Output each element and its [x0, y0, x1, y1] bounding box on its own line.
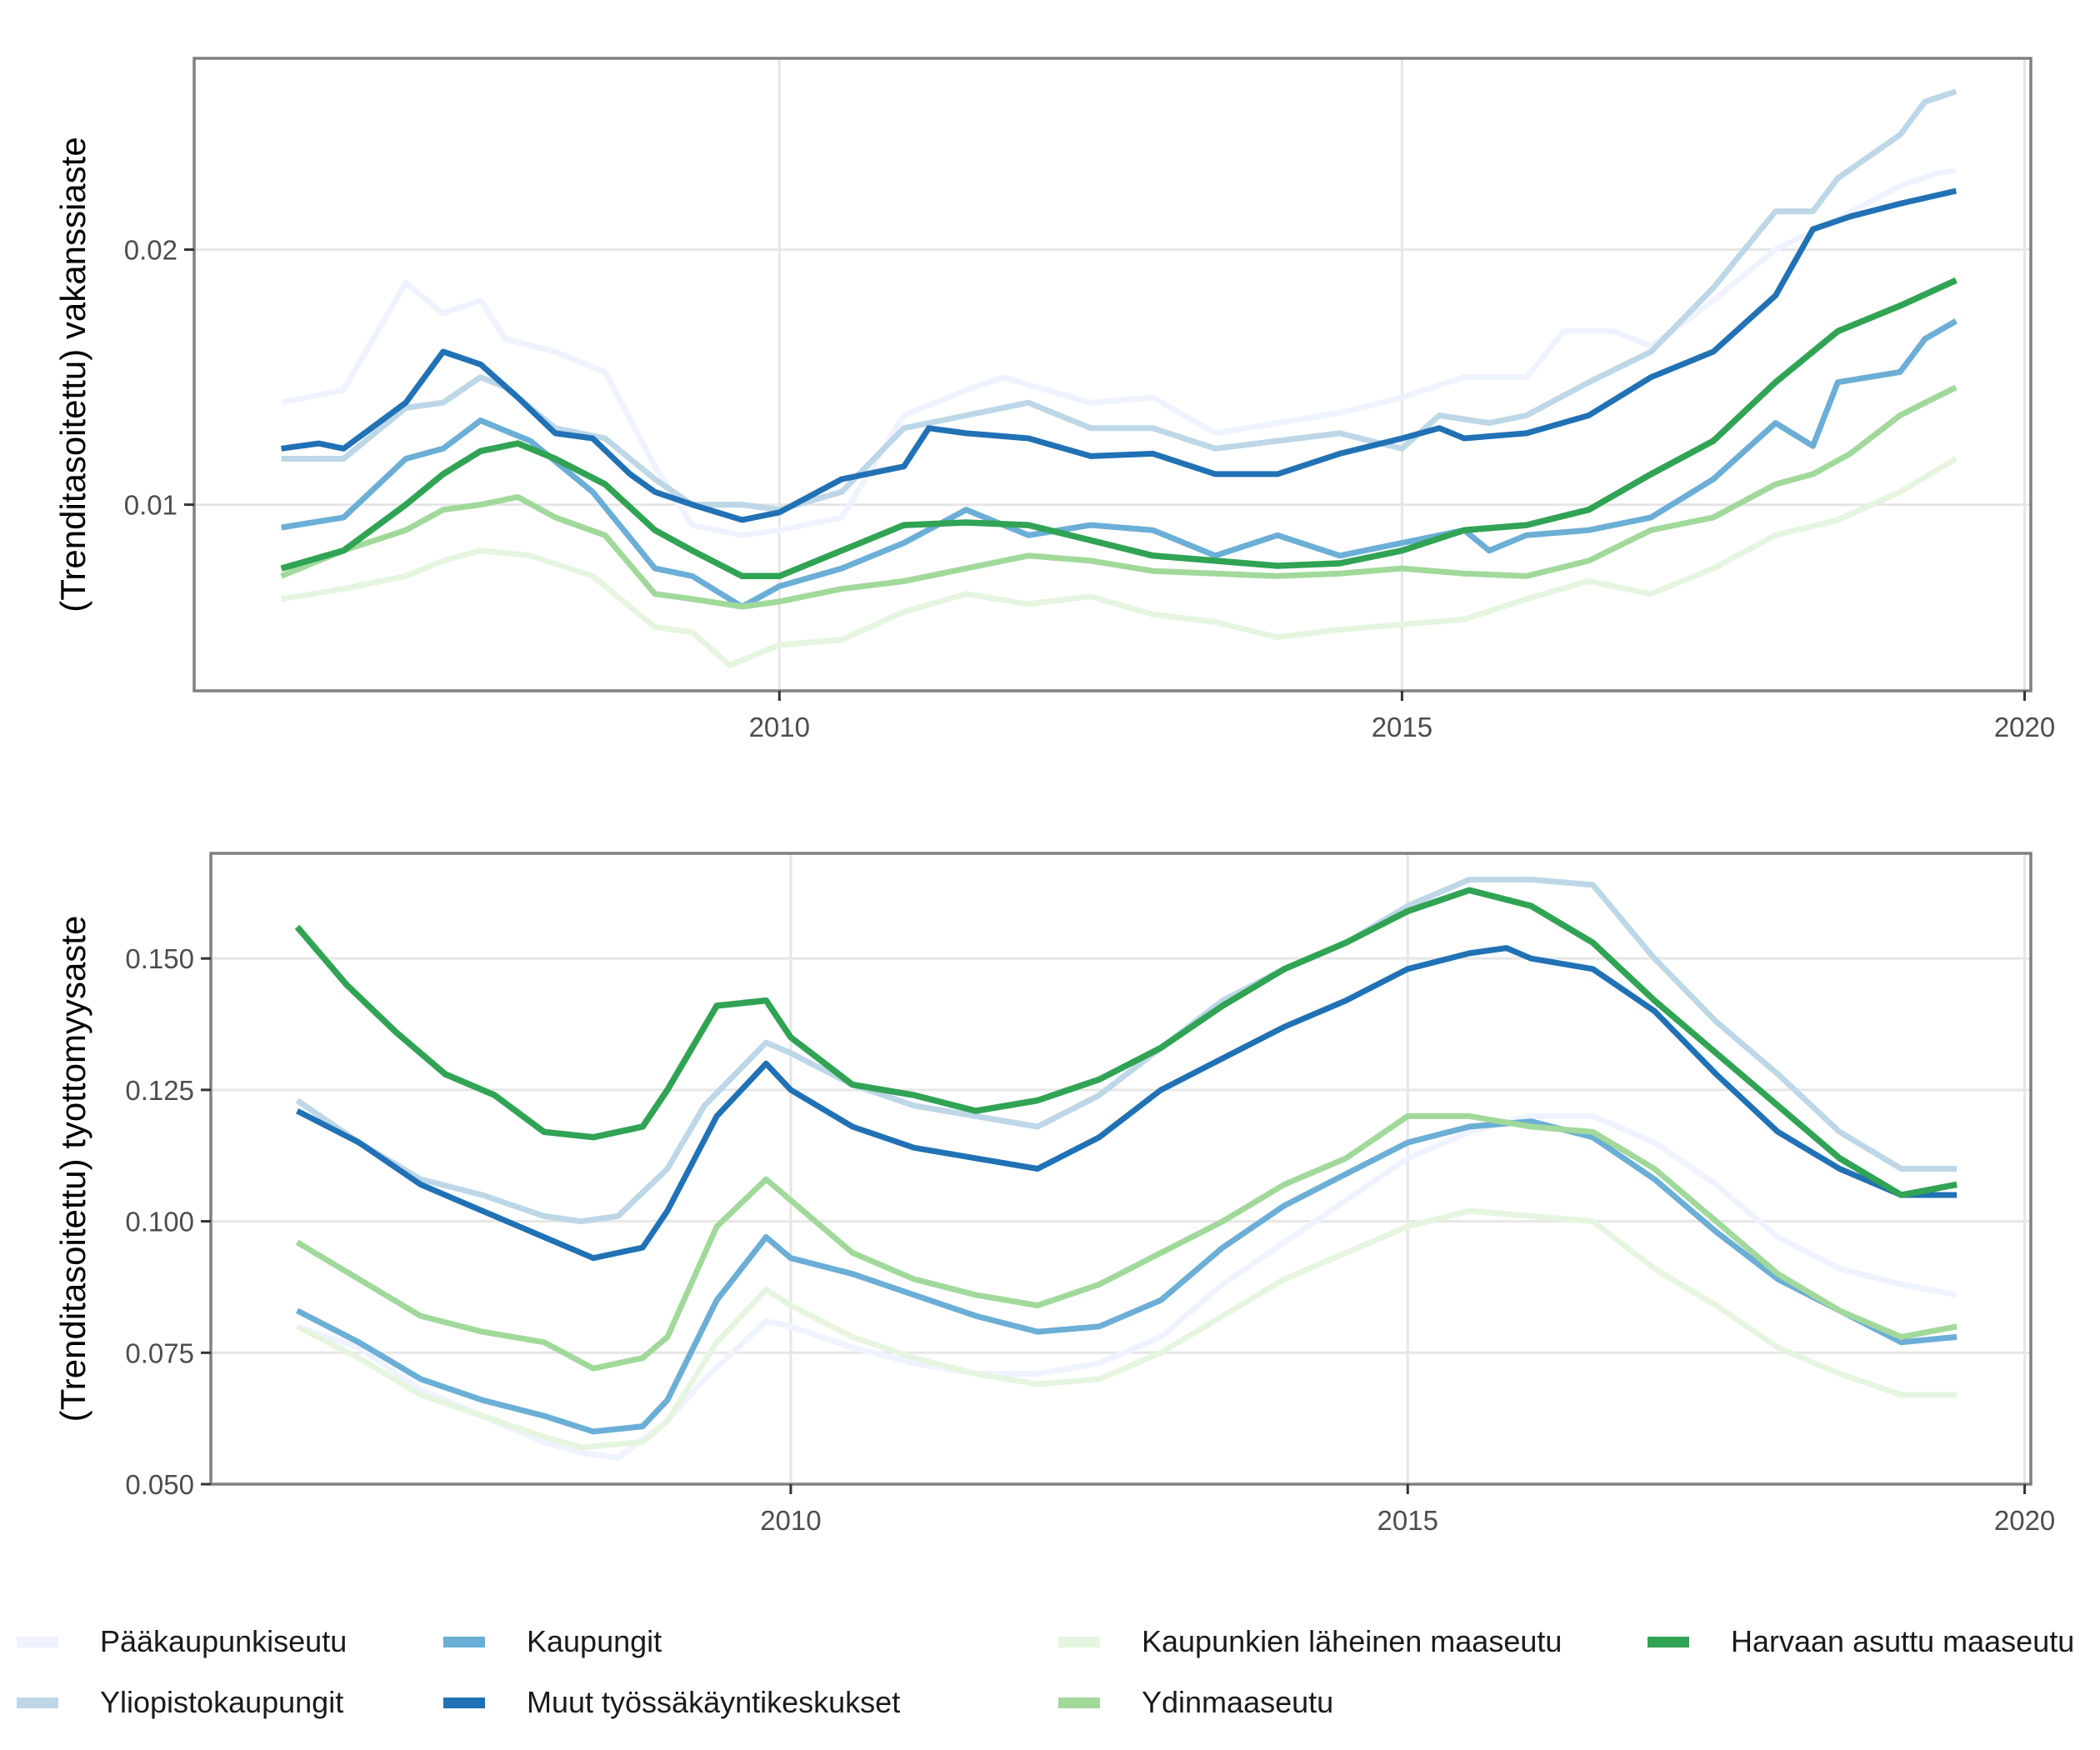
series-group: [280, 88, 1958, 668]
legend-swatch: [1058, 1697, 1100, 1708]
series-line-muut-tyossakayntikeskukset: [296, 945, 1958, 1262]
y-tick-label: 0.02: [124, 235, 178, 266]
y-tick-label: 0.125: [125, 1075, 194, 1106]
bottom-panel-unemployment-rate: 0.050 0.075 0.100 0.125 0.150 2010 2015 2020 (Tr…: [53, 852, 2055, 1536]
y-axis-title: (Trenditasoitettu) vakanssiaste: [53, 137, 92, 612]
x-tick-label: 2010: [760, 1505, 821, 1536]
legend-label: Harvaan asuttu maaseutu: [1731, 1624, 2075, 1658]
y-axis-title: (Trenditasoitettu) tyottomyysaste: [53, 916, 92, 1422]
legend-swatch: [17, 1636, 58, 1648]
legend-swatch: [17, 1697, 58, 1708]
legend-label: Muut työssäkäyntikeskukset: [527, 1685, 901, 1719]
legend-item-yliopistokaupungit: Yliopistokaupungit: [17, 1678, 343, 1728]
y-tick-label: 0.075: [125, 1338, 194, 1368]
x-tick-label: 2015: [1378, 1505, 1438, 1536]
series-line-harvaan-asuttu-maaseutu: [280, 277, 1958, 580]
legend-item-harvaan-asuttu-maaseutu: Harvaan asuttu maaseutu: [1648, 1617, 2074, 1667]
legend-swatch: [1648, 1636, 1689, 1648]
series-line-muut-tyossakayntikeskukset: [281, 188, 1958, 523]
y-tick-label: 0.01: [124, 490, 178, 521]
y-tick-label: 0.050: [125, 1469, 194, 1500]
series-line-ydinmaaseutu: [280, 384, 1958, 610]
x-tick-label: 2020: [1994, 1505, 2055, 1536]
legend-swatch: [443, 1636, 485, 1648]
legend-item-paakaupunkiseutu: Pääkaupunkiseutu: [17, 1617, 347, 1667]
gridlines: [194, 58, 2031, 691]
series-line-ydinmaaseutu: [295, 1112, 1958, 1372]
legend-label: Kaupungit: [527, 1624, 662, 1658]
series-line-kaupunkien-laheinen-maaseutu: [281, 456, 1958, 668]
legend-label: Kaupunkien läheinen maaseutu: [1142, 1624, 1562, 1658]
legend-label: Yliopistokaupungit: [100, 1685, 344, 1719]
legend-swatch: [443, 1697, 485, 1708]
legend-item-kaupunkien-laheinen-maaseutu: Kaupunkien läheinen maaseutu: [1058, 1617, 1562, 1667]
x-tick-label: 2010: [749, 712, 810, 742]
y-tick-label: 0.100: [125, 1207, 194, 1238]
series-line-paakaupunkiseutu: [296, 1112, 1958, 1461]
gridlines: [211, 853, 2031, 1486]
series-line-kaupunkien-laheinen-maaseutu: [296, 1208, 1958, 1451]
series-line-harvaan-asuttu-maaseutu: [294, 887, 1958, 1198]
panel-border: [192, 57, 2032, 692]
series-line-kaupungit: [296, 1118, 1958, 1435]
legend-item-kaupungit: Kaupungit: [443, 1617, 662, 1667]
legend: Pääkaupunkiseutu Yliopistokaupungit Kaup…: [17, 1617, 2092, 1733]
legend-item-ydinmaaseutu: Ydinmaaseutu: [1058, 1678, 1333, 1728]
x-tick-label: 2020: [1994, 712, 2055, 742]
series-group: [294, 877, 1958, 1461]
legend-swatch: [1058, 1636, 1100, 1648]
legend-item-muut-tyossakayntikeskukset: Muut työssäkäyntikeskukset: [443, 1678, 900, 1728]
series-line-yliopistokaupungit: [295, 877, 1958, 1225]
x-tick-label: 2015: [1372, 712, 1432, 742]
y-tick-label: 0.150: [125, 943, 194, 974]
legend-label: Pääkaupunkiseutu: [100, 1624, 348, 1658]
panel-border: [209, 852, 2032, 1486]
legend-label: Ydinmaaseutu: [1142, 1685, 1334, 1719]
top-panel-vacancy-rate: 0.01 0.02 2010 2015 2020 (Trenditasoitettu) v…: [53, 57, 2055, 742]
